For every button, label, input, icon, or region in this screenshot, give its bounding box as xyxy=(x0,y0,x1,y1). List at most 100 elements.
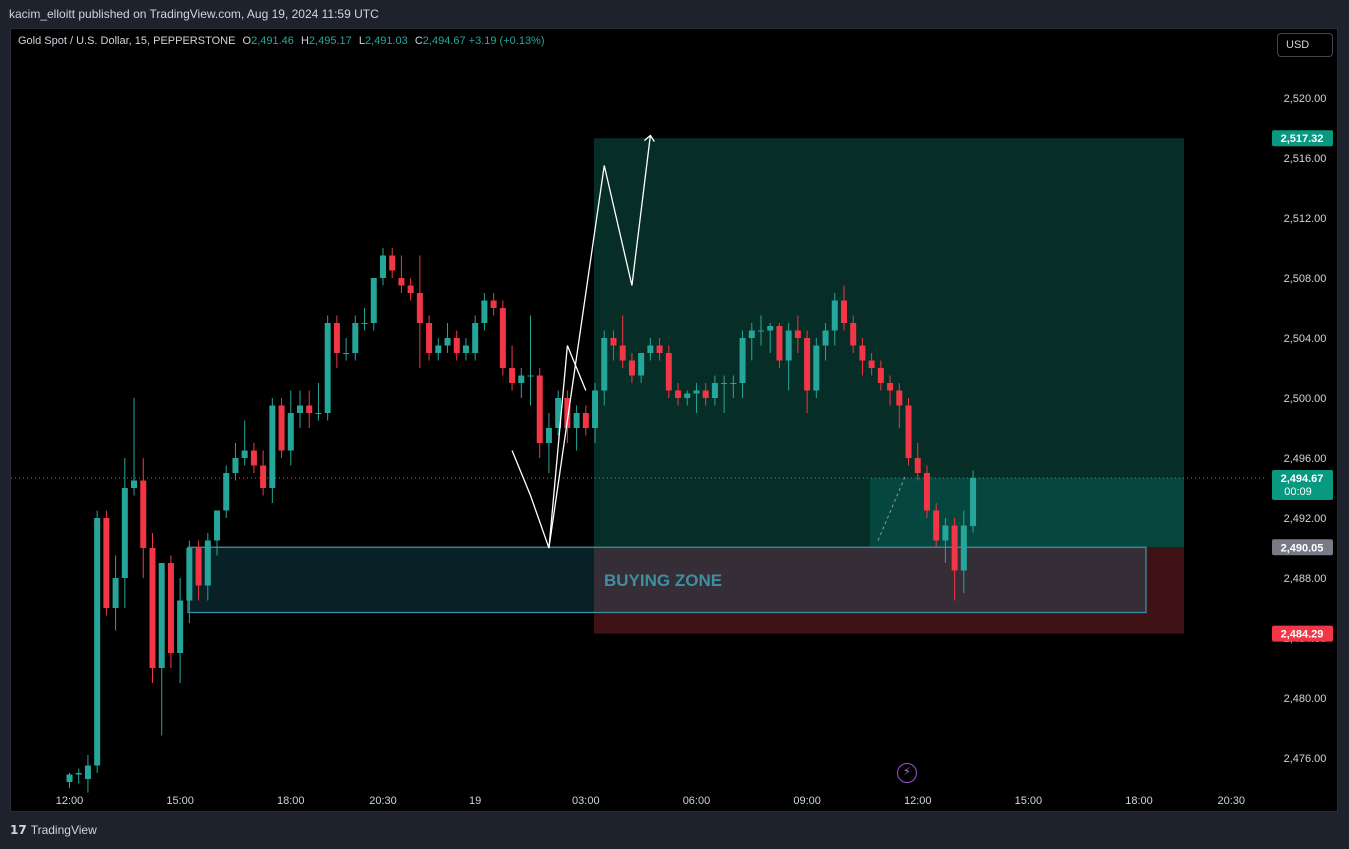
candle-body xyxy=(343,353,350,354)
candle-body xyxy=(241,450,248,458)
symbol-title: Gold Spot / U.S. Dollar, 15, PEPPERSTONE xyxy=(18,35,236,47)
x-tick-label: 03:00 xyxy=(572,795,600,807)
candle-body xyxy=(177,600,184,653)
candle-body xyxy=(250,450,257,466)
candle-body xyxy=(914,458,921,473)
candle-body xyxy=(214,510,221,541)
open-label: O xyxy=(242,35,252,47)
candle-body xyxy=(499,308,506,368)
high-label: H xyxy=(300,35,309,47)
x-tick-label: 20:30 xyxy=(1217,795,1245,807)
candle-body xyxy=(776,326,783,361)
currency-button[interactable]: USD xyxy=(1277,33,1333,57)
candle-body xyxy=(619,345,626,361)
candle-body xyxy=(140,480,147,548)
candle-body xyxy=(278,405,285,451)
x-tick-label: 15:00 xyxy=(1015,795,1043,807)
lightning-icon[interactable]: ⚡ xyxy=(897,763,917,783)
low-label: L xyxy=(358,35,365,47)
candle-body xyxy=(121,488,128,578)
candle-body xyxy=(333,323,340,353)
candlestick-chart[interactable]: BUYING ZONE2,476.002,480.002,484.002,488… xyxy=(0,0,1349,812)
candle-body xyxy=(896,390,903,406)
price-label: 2,490.05 xyxy=(1281,542,1324,554)
candle-body xyxy=(748,330,755,338)
candle-body xyxy=(804,338,811,391)
candle-body xyxy=(555,398,562,428)
x-tick-label: 18:00 xyxy=(1125,795,1153,807)
price-label-bg xyxy=(1272,539,1333,556)
candle-body xyxy=(850,323,857,346)
candle-body xyxy=(702,390,709,398)
projection-arrow-head xyxy=(643,134,655,142)
candle-body xyxy=(831,300,838,331)
candle-body xyxy=(951,525,958,571)
y-tick-label: 2,492.00 xyxy=(1284,513,1327,525)
y-tick-label: 2,500.00 xyxy=(1284,393,1327,405)
candle-body xyxy=(721,383,728,384)
candle-body xyxy=(877,368,884,383)
x-tick-label: 12:00 xyxy=(904,795,932,807)
candle-body xyxy=(693,390,700,394)
candle-body xyxy=(942,525,949,541)
y-tick-label: 2,488.00 xyxy=(1284,573,1327,585)
candle-body xyxy=(195,548,202,586)
price-label: 2,517.32 xyxy=(1281,133,1324,145)
tradingview-brand[interactable]: 𝟭𝟳 TradingView xyxy=(10,823,97,837)
candle-body xyxy=(306,405,313,413)
y-tick-label: 2,508.00 xyxy=(1284,273,1327,285)
close-value: 2,494.67 xyxy=(422,35,466,47)
candle-body xyxy=(887,383,894,391)
candle-body xyxy=(94,518,101,766)
candle-body xyxy=(711,383,718,398)
candle-body xyxy=(767,326,774,331)
candle-body xyxy=(435,345,442,353)
candle-body xyxy=(785,330,792,361)
x-tick-label: 15:00 xyxy=(166,795,194,807)
candle-body xyxy=(462,345,469,353)
price-label-bg xyxy=(1272,625,1333,642)
top-bar: kacim_elloitt published on TradingView.c… xyxy=(0,0,1349,28)
candle-body xyxy=(527,375,534,377)
candle-body xyxy=(813,345,820,391)
price-label-bg xyxy=(1272,130,1333,147)
price-label: 2,494.67 xyxy=(1281,473,1324,485)
y-tick-label: 2,504.00 xyxy=(1284,333,1327,345)
candle-body xyxy=(868,360,875,368)
candle-body xyxy=(167,563,174,653)
close-label: C xyxy=(414,35,423,47)
open-value: 2,491.46 xyxy=(251,35,294,47)
price-label-bg xyxy=(1272,469,1333,500)
candle-body xyxy=(287,413,294,451)
candle-body xyxy=(610,338,617,346)
candle-body xyxy=(739,338,746,383)
candle-body xyxy=(204,540,211,586)
candle-body xyxy=(112,578,119,608)
candle-body xyxy=(269,405,276,488)
candle-body xyxy=(601,338,608,391)
candle-body xyxy=(131,480,138,488)
candle-body xyxy=(730,383,737,384)
y-tick-label: 2,476.00 xyxy=(1284,753,1327,765)
candle-body xyxy=(389,255,396,271)
candle-body xyxy=(66,774,73,782)
candle-body xyxy=(75,773,82,775)
footer xyxy=(0,812,1349,849)
y-tick-label: 2,520.00 xyxy=(1284,93,1327,105)
candle-body xyxy=(361,323,368,324)
x-tick-label: 06:00 xyxy=(683,795,711,807)
candle-body xyxy=(370,278,377,323)
tv-logo-icon: 𝟭𝟳 xyxy=(10,823,27,837)
candle-body xyxy=(656,345,663,353)
candle-body xyxy=(103,518,110,608)
candle-body xyxy=(684,393,691,398)
candle-body xyxy=(416,293,423,323)
candle-body xyxy=(444,338,451,346)
candle-body xyxy=(564,398,571,428)
projection-small xyxy=(548,345,587,549)
stop-zone xyxy=(594,547,1184,634)
candle-body xyxy=(840,300,847,323)
candle-body xyxy=(665,353,672,391)
candle-body xyxy=(481,300,488,323)
brand-name: TradingView xyxy=(30,823,97,837)
